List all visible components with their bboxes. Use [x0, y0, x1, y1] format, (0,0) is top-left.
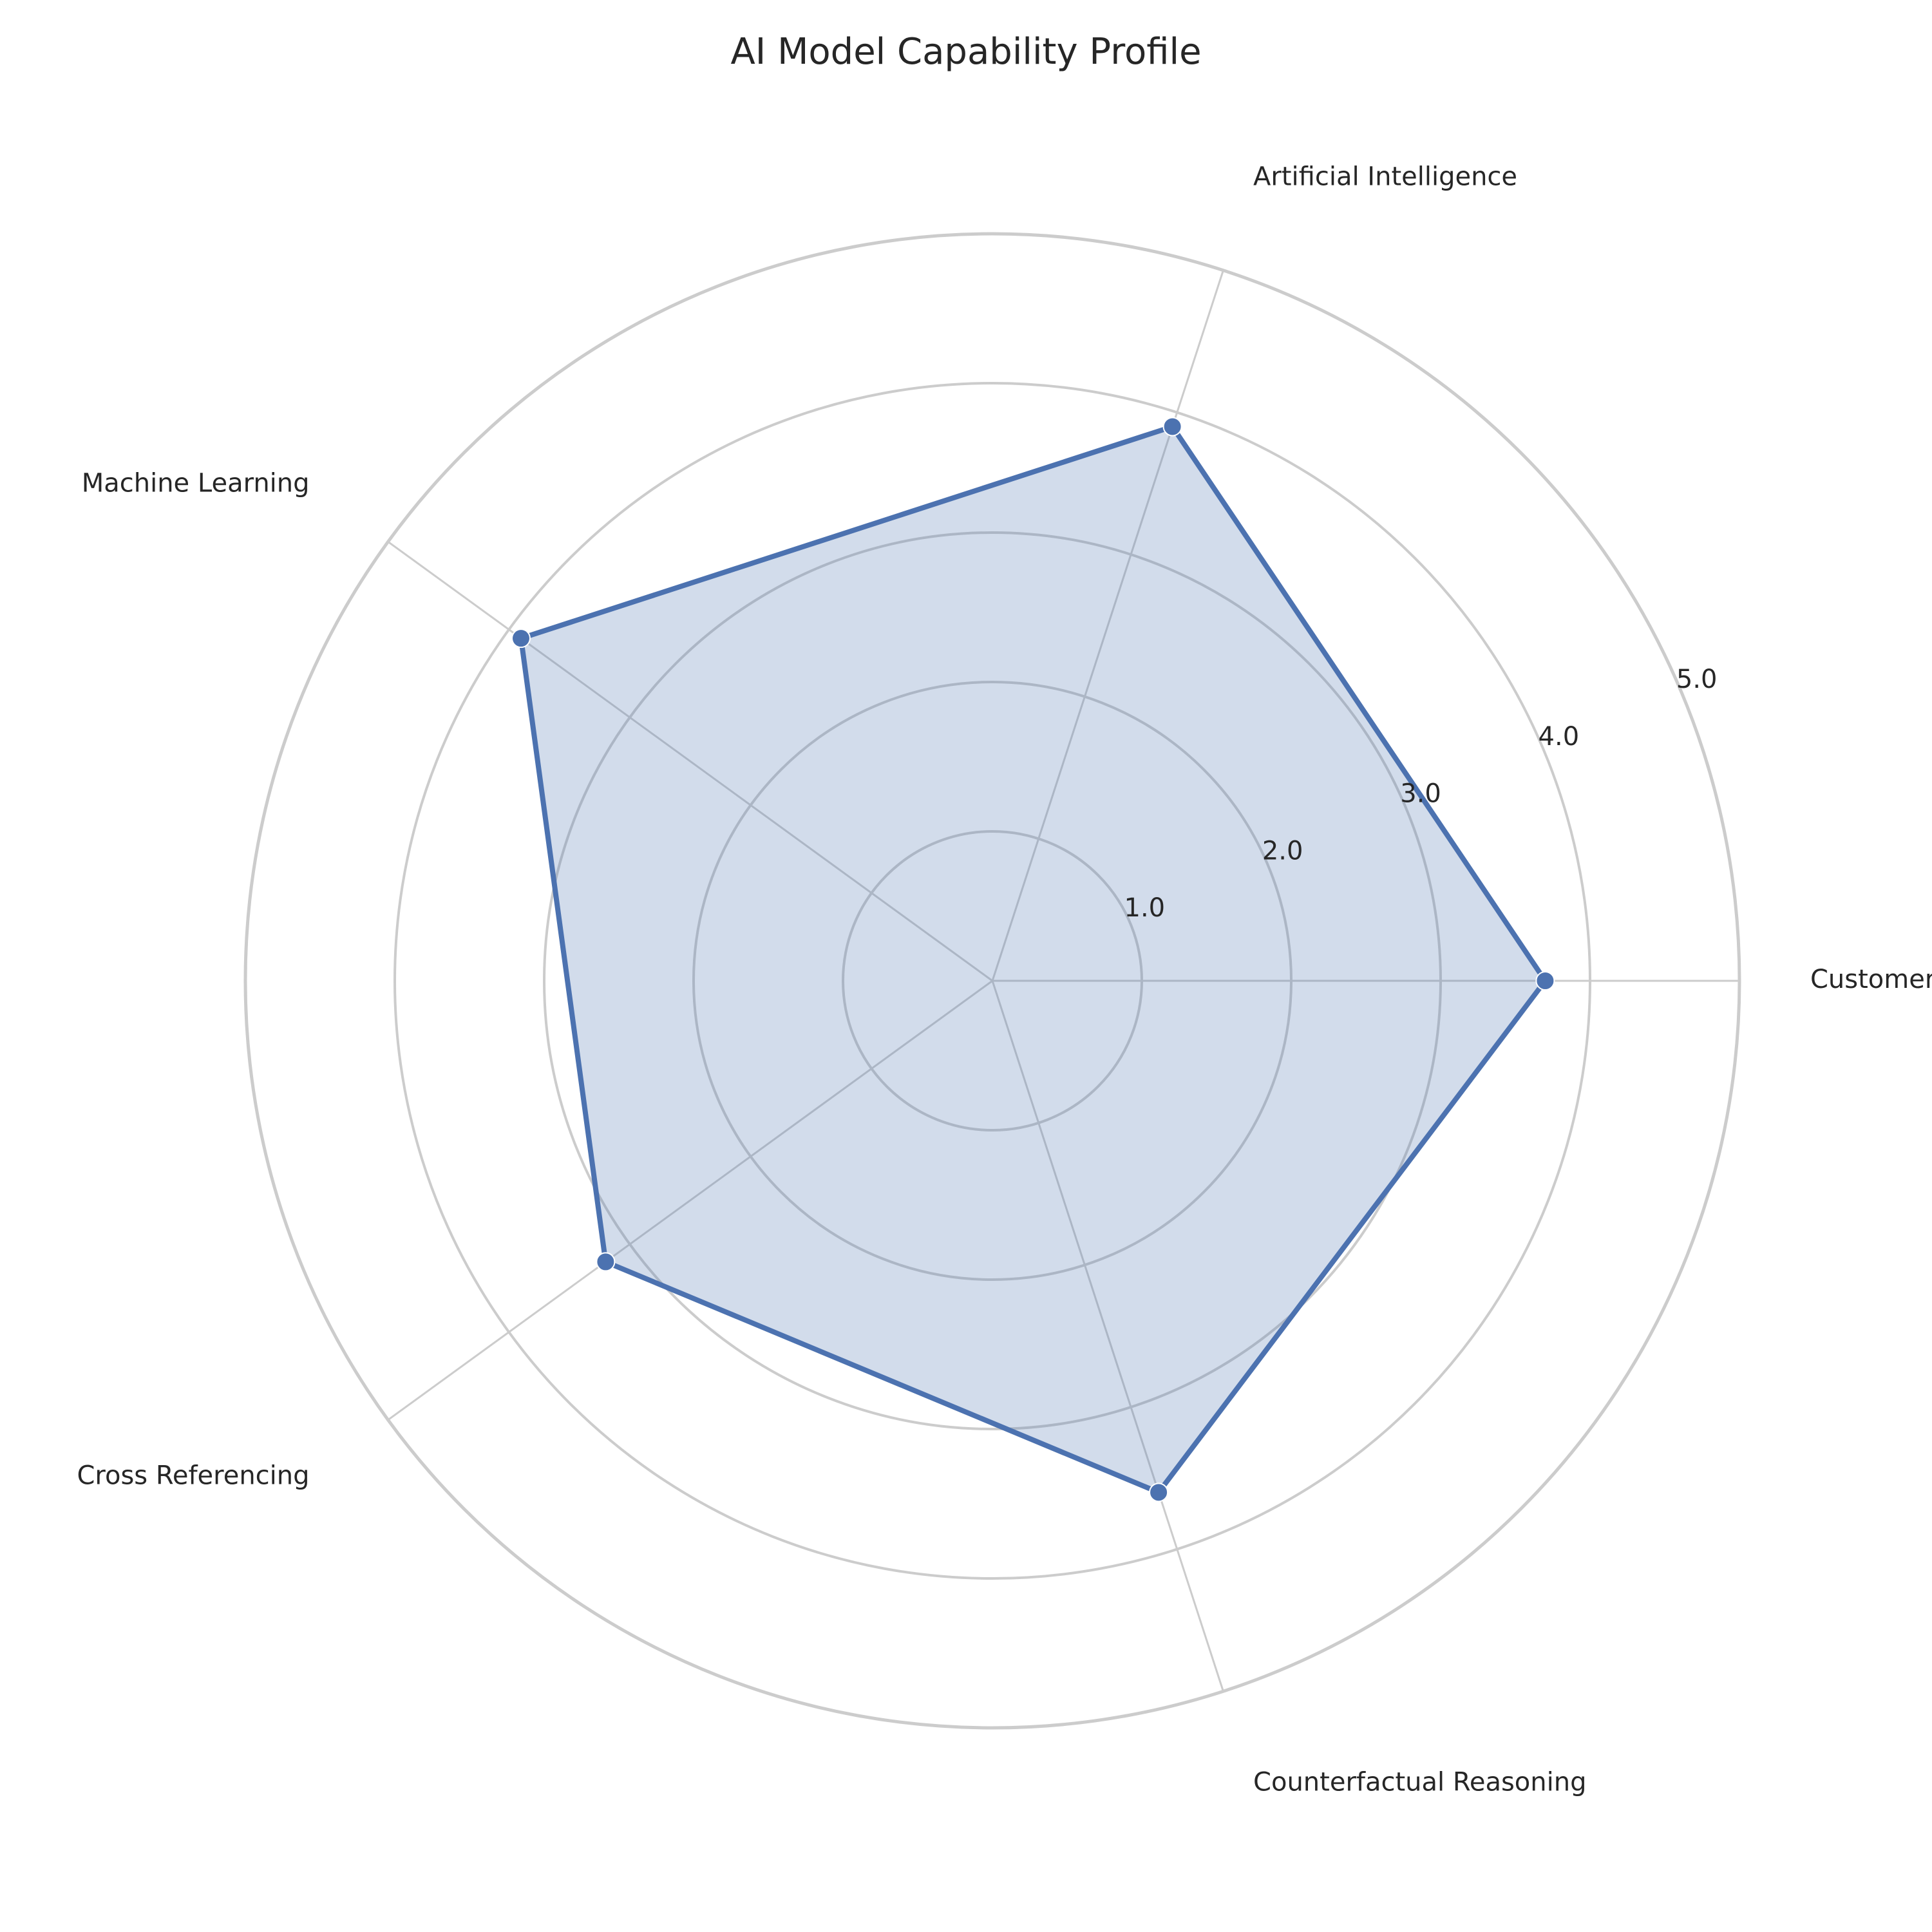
series-layer: [511, 417, 1555, 1502]
category-label: Cross Referencing: [77, 1461, 309, 1490]
data-point: [511, 629, 531, 649]
series-line: [518, 424, 1548, 1495]
data-point: [596, 1252, 616, 1272]
grid-spoke: [991, 270, 1224, 981]
category-label: Machine Learning: [82, 469, 310, 498]
grid-spoke: [991, 980, 1224, 1692]
data-point: [1149, 1482, 1169, 1502]
grid-spoke: [387, 980, 993, 1421]
radial-tick-label: 1.0: [1124, 893, 1166, 923]
chart-title: AI Model Capability Profile: [730, 31, 1202, 73]
radial-tick-label: 3.0: [1400, 779, 1441, 809]
data-point: [1535, 971, 1555, 990]
data-point: [1162, 417, 1182, 437]
radial-tick-label: 2.0: [1262, 836, 1303, 866]
grid-spokes: [387, 270, 1739, 1692]
grid-spoke: [387, 540, 993, 982]
category-labels: Customer Experience Artificial Intelligen…: [77, 162, 1932, 1797]
category-label: Artificial Intelligence: [1253, 162, 1517, 191]
category-label: Customer Experience: [1810, 965, 1932, 994]
radial-tick-label: 4.0: [1539, 722, 1580, 752]
series-area: [521, 426, 1546, 1493]
category-label: Counterfactual Reasoning: [1253, 1768, 1586, 1797]
radial-tick-labels: 1.0 2.0 3.0 4.0 5.0: [1124, 665, 1718, 923]
radial-tick-label: 5.0: [1676, 665, 1718, 694]
